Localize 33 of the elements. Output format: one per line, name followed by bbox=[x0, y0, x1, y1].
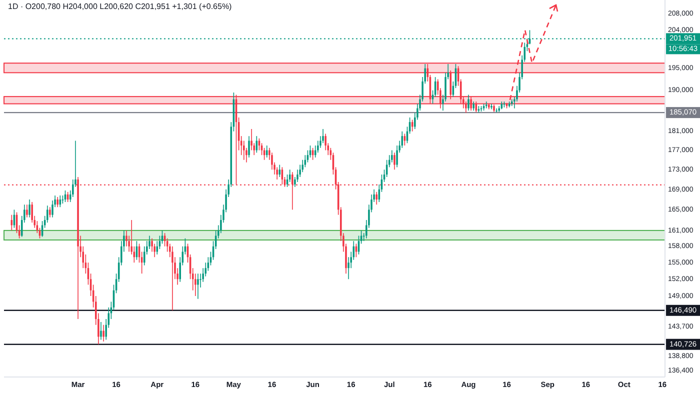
candlestick bbox=[102, 324, 104, 342]
candlestick bbox=[394, 152, 396, 170]
chart-title: 1D · O200,780 H204,000 L200,620 C201,951 +1,301 (+0.65%) bbox=[8, 2, 232, 11]
candlestick bbox=[396, 145, 398, 168]
candlestick bbox=[49, 206, 51, 218]
candlestick bbox=[56, 196, 58, 208]
candlestick bbox=[28, 199, 30, 218]
candlestick bbox=[271, 152, 273, 170]
candlestick bbox=[468, 94, 470, 111]
candlestick bbox=[496, 108, 498, 113]
candlestick bbox=[276, 166, 278, 180]
candlestick bbox=[26, 204, 28, 218]
candlestick bbox=[450, 70, 452, 100]
candlestick bbox=[317, 140, 319, 154]
candlestick bbox=[266, 145, 268, 158]
candlestick bbox=[324, 133, 326, 151]
candlestick bbox=[243, 140, 245, 160]
candlestick bbox=[485, 101, 488, 109]
candlestick bbox=[475, 101, 478, 113]
candlestick bbox=[278, 164, 281, 178]
candlestick bbox=[322, 128, 324, 144]
candlestick bbox=[250, 128, 252, 151]
candlestick bbox=[465, 101, 467, 114]
candlestick bbox=[248, 136, 250, 158]
candlestick bbox=[100, 322, 102, 340]
candlestick bbox=[472, 101, 474, 111]
candlestick bbox=[172, 246, 174, 311]
candlestick bbox=[197, 273, 199, 300]
candlestick bbox=[376, 192, 378, 205]
candlestick bbox=[391, 150, 393, 163]
candlestick bbox=[314, 145, 316, 158]
candlestick bbox=[401, 130, 404, 148]
candlestick bbox=[470, 96, 472, 111]
